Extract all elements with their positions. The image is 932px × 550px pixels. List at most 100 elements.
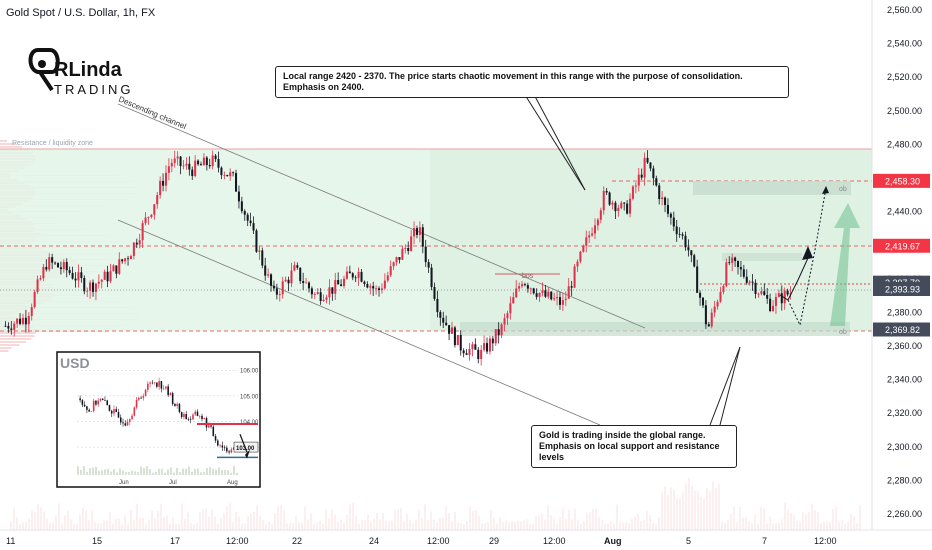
candle-body <box>521 284 524 287</box>
candle-body <box>424 246 427 263</box>
x-tick-label: 17 <box>170 536 180 546</box>
price-badge-label: 2,393.93 <box>885 284 920 294</box>
candle-body <box>226 174 229 177</box>
candle-body <box>760 291 763 294</box>
logo-top-text: RLinda <box>54 59 123 81</box>
x-tick-label: 29 <box>489 536 499 546</box>
inset-candle-body <box>203 418 206 419</box>
candle-body <box>538 292 541 297</box>
candle-body <box>518 286 521 289</box>
candle-body <box>772 305 775 312</box>
inset-candle-body <box>119 417 122 423</box>
candle-body <box>710 312 713 327</box>
inset-candle-body <box>90 410 93 412</box>
candle-body <box>16 318 19 324</box>
candle-body <box>103 271 106 280</box>
candle-body <box>450 327 454 334</box>
candle-body <box>220 167 223 176</box>
inset-candle-body <box>171 393 174 404</box>
candle-body <box>54 262 57 264</box>
candle-body <box>474 344 477 350</box>
order-block-top <box>693 181 851 195</box>
candle-body <box>270 274 273 286</box>
candle-body <box>570 286 573 288</box>
x-tick-label: 22 <box>292 536 302 546</box>
candle-body <box>284 279 287 282</box>
candle-body <box>138 240 141 245</box>
candle-body <box>258 250 261 252</box>
inset-candle-body <box>230 449 233 453</box>
x-tick-label: 24 <box>369 536 379 546</box>
candle-body <box>360 271 363 282</box>
candle-body <box>690 250 693 256</box>
inset-candle-body <box>201 415 203 419</box>
candle-body <box>588 235 591 238</box>
inset-candle-body <box>81 400 84 405</box>
candle-body <box>106 271 109 282</box>
candle-body <box>421 227 424 247</box>
y-tick-label: 2,380.00 <box>887 307 922 317</box>
candle-body <box>74 278 77 281</box>
x-tick-label: Aug <box>604 536 622 546</box>
candle-body <box>229 172 232 177</box>
x-tick-label: 15 <box>92 536 102 546</box>
candle-body <box>684 235 687 248</box>
candle-body <box>112 265 115 272</box>
candle-body <box>97 281 100 284</box>
candle-body <box>243 211 246 215</box>
candle-body <box>33 291 36 308</box>
candle-body <box>302 281 305 284</box>
inset-x-tick: Jul <box>169 480 177 486</box>
candle-body <box>734 257 737 262</box>
candle-body <box>342 278 346 286</box>
inset-candle-body <box>180 412 183 417</box>
candle-body <box>591 233 594 236</box>
inset-candle-body <box>162 388 165 390</box>
inset-candle-body <box>178 403 181 413</box>
candle-body <box>427 262 430 268</box>
candle-body <box>197 160 200 165</box>
callout-bottom-line1: Gold is trading inside the global range. <box>539 430 706 440</box>
candle-body <box>483 343 486 350</box>
price-badge <box>873 173 930 188</box>
candle-body <box>141 223 144 241</box>
candle-body <box>182 165 185 167</box>
x-tick-label: 7 <box>762 536 767 546</box>
time-axis: 11 15 17 12:00 22 24 12:00 29 12:00 Aug 5 7 12:00 <box>0 529 932 546</box>
candle-body <box>162 180 165 186</box>
candle-body <box>629 198 632 214</box>
inset-candle-body <box>192 414 194 420</box>
candle-body <box>494 329 497 344</box>
inset-candle-body <box>176 403 178 406</box>
candle-body <box>369 286 372 288</box>
inset-candle-body <box>228 451 230 453</box>
inset-candle-body <box>147 383 149 390</box>
chart-title: Gold Spot / U.S. Dollar, 1h, FX <box>6 7 156 19</box>
candle-body <box>439 312 442 318</box>
candle-body <box>415 228 418 235</box>
inset-candle-body <box>131 415 133 420</box>
x-tick-label: 12:00 <box>226 536 249 546</box>
candle-body <box>237 191 240 202</box>
inset-candle-body <box>183 414 185 417</box>
usd-inset-chart: USD106.00105.00104.00103.00JunJulAug103.… <box>56 351 261 488</box>
price-badge <box>873 281 930 296</box>
candle-body <box>10 328 13 330</box>
candle-body <box>255 230 258 252</box>
inset-candle-body <box>113 409 115 414</box>
bullish-arrow <box>830 203 860 326</box>
candle-body <box>386 275 389 281</box>
forecast-paths <box>779 186 860 327</box>
candle-body <box>413 228 416 237</box>
rlinda-logo: RLinda TRADING <box>28 48 131 97</box>
candle-body <box>313 293 316 295</box>
zone-layer <box>0 103 872 426</box>
candle-body <box>751 281 754 283</box>
candle-body <box>739 267 742 270</box>
candle-body <box>582 245 585 252</box>
candle-body <box>167 166 170 173</box>
y-tick-label: 2,320.00 <box>887 408 922 418</box>
candle-body <box>261 250 264 266</box>
candle-body <box>611 202 614 205</box>
price-badge-label: 2,419.67 <box>885 241 920 251</box>
